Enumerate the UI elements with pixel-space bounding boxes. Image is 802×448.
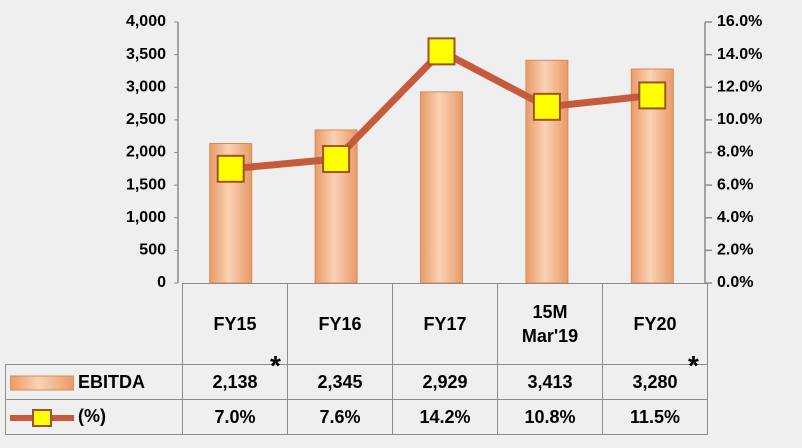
y2-tick-label: 2.0% (717, 242, 753, 259)
legend-swatch-line (10, 408, 74, 427)
legend-label: EBITDA (78, 371, 145, 392)
value-label: 3,413 (497, 364, 603, 400)
y2-tick-label: 12.0% (717, 78, 762, 95)
value-label: 7.0% (182, 399, 288, 435)
line-marker (638, 81, 667, 110)
y-tick-label: 3,500 (126, 46, 166, 63)
legend-swatch-bar (10, 375, 74, 391)
x-tick-label: FY20 (633, 314, 677, 334)
category-cell: FY17 (392, 283, 498, 365)
blank-cell (5, 283, 183, 365)
y-tick-label: 500 (139, 242, 166, 259)
data-table: FY15 FY16 FY17 15M Mar'19 FY20 EBITDA 2,138 2,… (5, 283, 708, 435)
line-marker (532, 92, 561, 121)
y-tick-label: 0 (157, 274, 166, 291)
value-label: 7.6% (287, 399, 393, 435)
y2-tick-label: 10.0% (717, 111, 762, 128)
category-cell: 15M Mar'19 (497, 283, 603, 365)
category-cell: FY15 (182, 283, 288, 365)
value-label: 2,929 (392, 364, 498, 400)
y-tick-label: 3,000 (126, 78, 166, 95)
y2-tick-label: 0.0% (717, 274, 753, 291)
x-tick-label: 15M Mar'19 (521, 302, 579, 346)
y-tick-label: 2,000 (126, 144, 166, 161)
legend-cell: (%) (5, 399, 183, 435)
y2-tick-label: 16.0% (717, 13, 762, 30)
y2-tick-label: 6.0% (717, 176, 753, 193)
value-label: 14.2% (392, 399, 498, 435)
y2-tick-label: 14.0% (717, 46, 762, 63)
x-tick-label: FY16 (318, 314, 362, 334)
y-tick-label: 1,500 (126, 176, 166, 193)
line-marker (216, 154, 245, 183)
category-cell: FY16 (287, 283, 393, 365)
y2-tick-label: 4.0% (717, 209, 753, 226)
annotation: * (688, 350, 699, 381)
category-cell: FY20 (602, 283, 708, 365)
line-marker (427, 37, 456, 66)
x-tick-label: FY17 (423, 314, 467, 334)
y-tick-label: 2,500 (126, 111, 166, 128)
line-marker (322, 145, 351, 174)
legend-label: (%) (78, 406, 106, 427)
value-label: 2,345 (287, 364, 393, 400)
y2-tick-label: 8.0% (717, 144, 753, 161)
value-label: 11.5% (602, 399, 708, 435)
value-label: 2,138 (182, 364, 288, 400)
y-tick-label: 1,000 (126, 209, 166, 226)
legend-cell: EBITDA (5, 364, 183, 400)
y-tick-label: 4,000 (126, 13, 166, 30)
bar (420, 91, 463, 284)
annotation: * (270, 350, 281, 381)
value-label: 10.8% (497, 399, 603, 435)
x-tick-label: FY15 (213, 314, 257, 334)
